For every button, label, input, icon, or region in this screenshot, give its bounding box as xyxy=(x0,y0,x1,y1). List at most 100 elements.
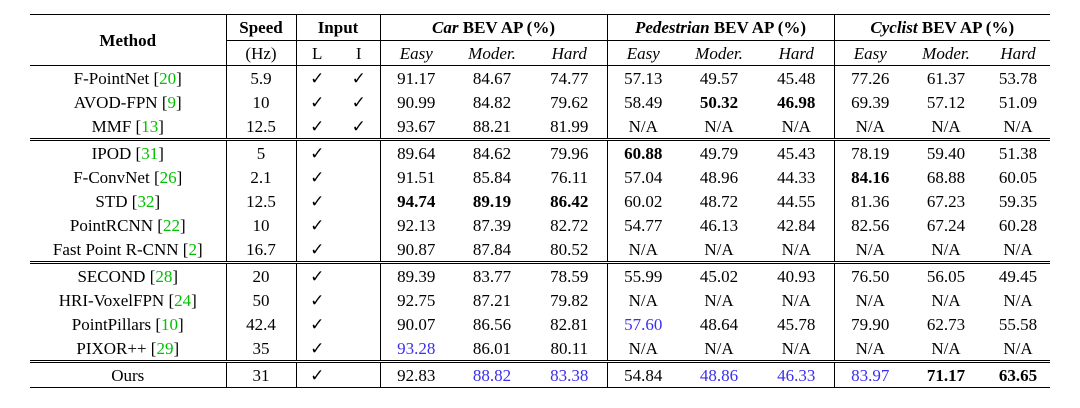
car-easy-value: 92.13 xyxy=(379,213,453,237)
speed-header: Speed xyxy=(225,14,296,41)
citation[interactable]: [24] xyxy=(164,290,197,310)
car-hard-value: 83.38 xyxy=(532,360,608,388)
cyc-moder-value: 67.23 xyxy=(926,191,966,211)
car-hard-value: 86.42 xyxy=(550,191,589,211)
table-row: Ours 31 ✓ 92.83 88.82 83.38 54.84 48.86 46.33 83.… xyxy=(30,360,1051,388)
cyc-hard-value: N/A xyxy=(1003,338,1033,358)
ped-easy-value: 60.88 xyxy=(606,138,680,165)
table-row: IPOD [31] 5 ✓ 89.64 84.62 79.96 60.88 49.79 45.4… xyxy=(30,138,1051,165)
cyc-easy-value: 78.19 xyxy=(833,138,907,165)
ped-easy-value: 60.02 xyxy=(606,189,680,213)
cyc-easy-value: 76.50 xyxy=(833,261,907,288)
cyc-hard-value: 55.58 xyxy=(998,314,1038,334)
citation-number[interactable]: 29 xyxy=(156,338,174,358)
citation-number[interactable]: 13 xyxy=(141,116,159,136)
input-i-check xyxy=(338,165,380,189)
bev-ap-results-table: Method Speed Input Car BEV AP (%) Pedest… xyxy=(30,14,1051,388)
method-cell: MMF [13] xyxy=(30,114,226,140)
ped-moder-value: 46.13 xyxy=(699,215,739,235)
ped-moder-value: N/A xyxy=(704,338,734,358)
citation-number[interactable]: 9 xyxy=(167,92,177,112)
citation[interactable]: [10] xyxy=(151,314,184,334)
ped-easy-value: N/A xyxy=(606,237,680,263)
citation[interactable]: [2] xyxy=(178,239,203,259)
car-hard-value: 82.81 xyxy=(550,314,589,334)
method-cell: PIXOR++ [29] xyxy=(30,336,226,362)
cyc-easy-value: 83.97 xyxy=(833,360,907,388)
speed-cell: 35 xyxy=(225,336,296,362)
citation[interactable]: [9] xyxy=(157,92,182,112)
method-name: PIXOR++ xyxy=(76,338,147,358)
citation-number[interactable]: 10 xyxy=(161,314,179,334)
cyc-easy-value: N/A xyxy=(833,237,907,263)
citation-number[interactable]: 26 xyxy=(159,167,177,187)
cyc-hard-value: N/A xyxy=(1003,239,1033,259)
cyc-easy-value: N/A xyxy=(833,114,907,140)
table-row: F-ConvNet [26] 2.1 ✓ 91.51 85.84 76.11 57.04 48… xyxy=(30,165,1050,189)
cyc-moder-value: N/A xyxy=(931,239,961,259)
input-i-check xyxy=(338,213,380,237)
car-moder-value: 87.39 xyxy=(472,215,512,235)
cyc-easy-value: 77.26 xyxy=(833,65,907,90)
car-moder-value: 84.82 xyxy=(472,92,512,112)
cyc-hard-value: 59.35 xyxy=(998,191,1038,211)
cyc-hard-header: Hard xyxy=(986,40,1051,66)
cyc-easy-value: 84.16 xyxy=(833,165,907,189)
header-row-2: (Hz) L I Easy Moder. Hard Easy Moder. Ha… xyxy=(30,40,1051,66)
table-row: MMF [13] 12.5 ✓ ✓ 93.67 88.21 81.99 N/A N/A N/A N/… xyxy=(30,114,1050,140)
method-name: AVOD-FPN xyxy=(73,92,158,112)
input-l-check: ✓ xyxy=(295,336,338,362)
car-hard-value: 79.62 xyxy=(550,92,589,112)
method-cell: AVOD-FPN [9] xyxy=(30,90,226,114)
ped-hard-value: 45.48 xyxy=(759,65,835,90)
citation-number[interactable]: 32 xyxy=(137,191,155,211)
table-row: AVOD-FPN [9] 10 ✓ ✓ 90.99 84.82 79.62 58.49 50.3… xyxy=(30,90,1050,114)
citation-number[interactable]: 24 xyxy=(174,290,192,310)
input-l-check: ✓ xyxy=(295,288,338,312)
car-moder-value: 85.84 xyxy=(472,167,512,187)
method-name: HRI-VoxelFPN xyxy=(58,290,165,310)
ped-easy-value: N/A xyxy=(606,288,680,312)
ped-easy-value: 57.13 xyxy=(606,65,680,90)
input-i-check xyxy=(338,261,381,288)
citation[interactable]: [22] xyxy=(153,215,186,235)
ped-easy-value: N/A xyxy=(606,336,680,362)
citation-number[interactable]: 28 xyxy=(155,266,173,286)
citation-number[interactable]: 2 xyxy=(188,239,197,259)
cyc-easy-value: N/A xyxy=(833,288,907,312)
citation[interactable]: [29] xyxy=(146,338,180,358)
car-easy-header: Easy xyxy=(379,40,453,66)
method-name: F-PointNet xyxy=(73,68,150,88)
citation[interactable]: [20] xyxy=(149,68,182,88)
ped-easy-value: 57.04 xyxy=(606,165,680,189)
car-hard-value: 82.72 xyxy=(550,215,589,235)
citation[interactable]: [13] xyxy=(131,116,164,136)
citation[interactable]: [32] xyxy=(127,191,161,211)
car-label: Car xyxy=(432,18,459,37)
car-easy-value: 94.74 xyxy=(379,189,453,213)
citation[interactable]: [26] xyxy=(149,167,183,187)
citation-number[interactable]: 22 xyxy=(162,215,180,235)
car-easy-value: 90.87 xyxy=(379,237,453,263)
cyc-hard-value: N/A xyxy=(1003,116,1033,136)
input-l-check: ✓ xyxy=(295,165,338,189)
ped-moder-value: 49.79 xyxy=(679,138,760,165)
cyc-moder-value: 59.40 xyxy=(906,138,987,165)
citation-number[interactable]: 20 xyxy=(159,68,177,88)
method-cell: F-ConvNet [26] xyxy=(30,165,226,189)
car-hard-value: 81.99 xyxy=(550,116,589,136)
input-l-check: ✓ xyxy=(295,360,338,388)
method-name: Fast Point R-CNN xyxy=(52,239,179,259)
input-i-check xyxy=(338,312,380,336)
ped-moder-value: 48.64 xyxy=(699,314,739,334)
ped-easy-value: 55.99 xyxy=(606,261,680,288)
table-row: HRI-VoxelFPN [24] 50 ✓ 92.75 87.21 79.82 N/A N/… xyxy=(30,288,1050,312)
citation-number[interactable]: 31 xyxy=(141,143,159,163)
input-i-check xyxy=(338,189,380,213)
table-row: PointRCNN [22] 10 ✓ 92.13 87.39 82.72 54.77 46.… xyxy=(30,213,1050,237)
cyc-hard-value: 63.65 xyxy=(986,360,1051,388)
ped-hard-value: N/A xyxy=(781,338,811,358)
pedestrian-label: Pedestrian xyxy=(634,18,710,37)
citation[interactable]: [28] xyxy=(145,266,179,286)
citation[interactable]: [31] xyxy=(131,143,164,163)
